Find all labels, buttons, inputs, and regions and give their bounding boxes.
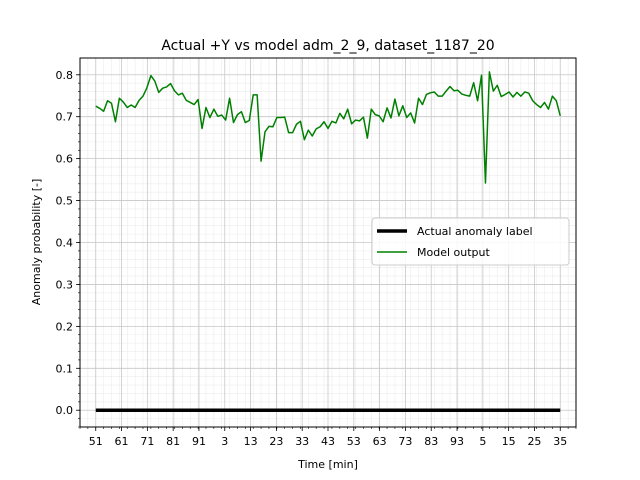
x-tick-label: 35 xyxy=(553,435,567,448)
y-axis-label: Anomaly probability [-] xyxy=(30,179,43,305)
x-tick-label: 15 xyxy=(502,435,516,448)
x-tick-label: 33 xyxy=(295,435,309,448)
x-tick-label: 63 xyxy=(373,435,387,448)
y-tick-label: 0.4 xyxy=(56,237,74,250)
x-tick-label: 51 xyxy=(89,435,103,448)
y-tick-label: 0.5 xyxy=(56,195,74,208)
x-tick-label: 53 xyxy=(347,435,361,448)
y-axis-ticks: 0.0 0.1 0.2 0.3 0.4 0.5 0.6 0.7 0.8 xyxy=(56,69,80,428)
x-tick-label: 91 xyxy=(192,435,206,448)
y-tick-label: 0.0 xyxy=(56,404,74,417)
y-tick-label: 0.2 xyxy=(56,320,74,333)
x-tick-label: 73 xyxy=(398,435,412,448)
x-tick-label: 43 xyxy=(321,435,335,448)
chart-title: Actual +Y vs model adm_2_9, dataset_1187… xyxy=(161,38,494,54)
x-tick-label: 83 xyxy=(424,435,438,448)
y-tick-label: 0.6 xyxy=(56,153,74,166)
x-tick-label: 93 xyxy=(450,435,464,448)
y-tick-label: 0.3 xyxy=(56,278,74,291)
x-tick-label: 61 xyxy=(115,435,129,448)
y-tick-label: 0.8 xyxy=(56,69,74,82)
x-tick-label: 71 xyxy=(140,435,154,448)
y-tick-label: 0.7 xyxy=(56,111,74,124)
x-tick-label: 25 xyxy=(527,435,541,448)
x-axis-ticks: 51 61 71 81 91 3 13 23 33 43 53 63 73 83 93 5 15 25 35 xyxy=(79,427,577,448)
legend: Actual anomaly label Model output xyxy=(371,217,570,266)
model-output-line xyxy=(95,71,561,184)
legend-label-model: Model output xyxy=(417,246,490,259)
x-axis-label: Time [min] xyxy=(297,458,358,471)
x-tick-label: 23 xyxy=(269,435,283,448)
x-tick-label: 3 xyxy=(221,435,228,448)
x-tick-label: 13 xyxy=(244,435,258,448)
legend-box xyxy=(371,217,570,266)
x-tick-label: 81 xyxy=(166,435,180,448)
legend-label-actual: Actual anomaly label xyxy=(417,225,533,238)
y-tick-label: 0.1 xyxy=(56,362,74,375)
series-layer xyxy=(95,71,561,412)
x-tick-label: 5 xyxy=(479,435,486,448)
